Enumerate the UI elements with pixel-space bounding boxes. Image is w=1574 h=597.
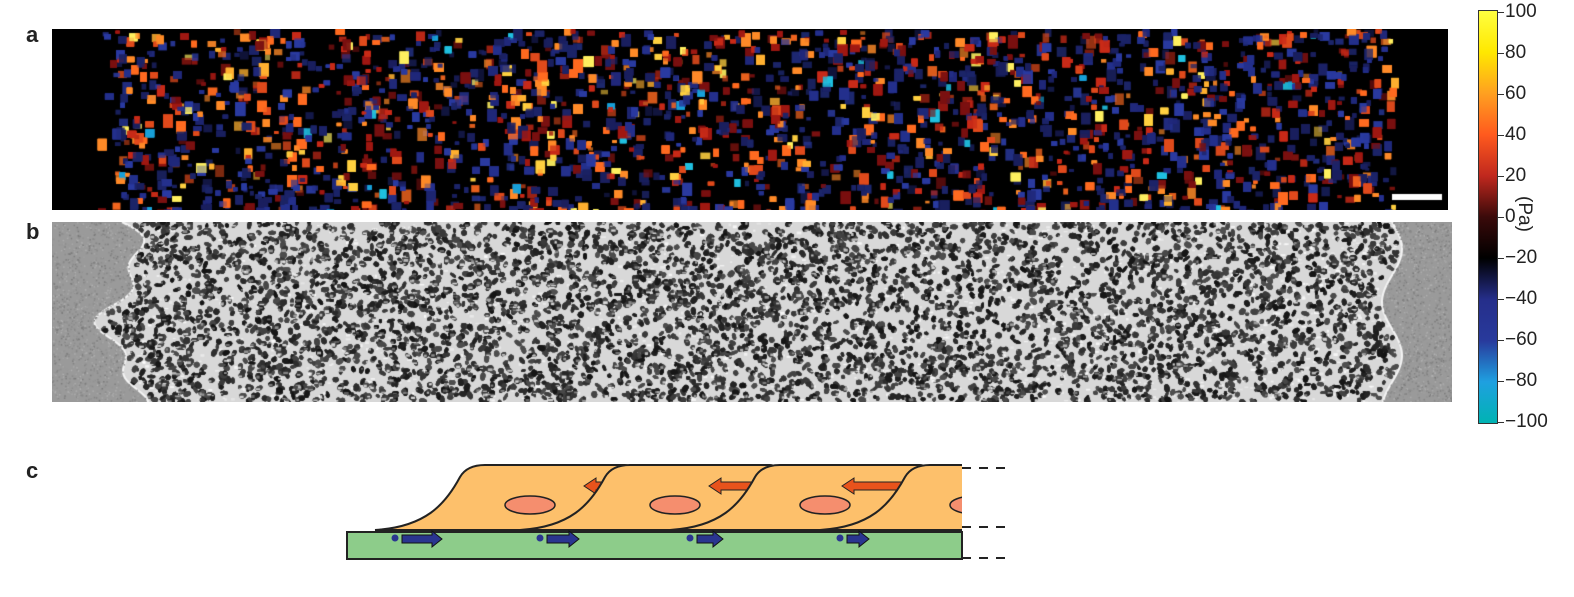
- adhesion-dot: [836, 534, 844, 542]
- substrate-force-arrow: [401, 529, 443, 549]
- adhesion-dot: [391, 534, 399, 542]
- substrate-force-arrow: [846, 529, 870, 549]
- cell-nucleus: [504, 495, 556, 515]
- colorbar-tick-label: 40: [1505, 124, 1527, 145]
- colorbar-tick: [1498, 53, 1504, 54]
- colorbar-tick: [1498, 299, 1504, 300]
- substrate-force-arrow: [696, 529, 724, 549]
- colorbar-unit: (Pa): [1514, 196, 1535, 232]
- colorbar-tick: [1498, 381, 1504, 382]
- cell-nucleus: [949, 496, 962, 514]
- colorbar-tick-label: 60: [1505, 83, 1527, 104]
- colorbar-tick: [1498, 94, 1504, 95]
- colorbar-tick-label: 100: [1505, 1, 1537, 22]
- adhesion-dot: [536, 534, 544, 542]
- colorbar-tick: [1498, 176, 1504, 177]
- colorbar-tick: [1498, 135, 1504, 136]
- colorbar-tick: [1498, 340, 1504, 341]
- colorbar-tick-label: 20: [1505, 165, 1527, 186]
- substrate-force-arrow: [546, 529, 580, 549]
- cell-body: [819, 464, 962, 531]
- colorbar-tick-label: 0: [1505, 206, 1516, 227]
- cell-nucleus: [799, 495, 851, 515]
- colorbar: [1478, 10, 1498, 424]
- cell-migration-schematic: [346, 464, 1008, 560]
- cell-nucleus: [649, 495, 701, 515]
- substrate: [346, 531, 963, 560]
- traction-stress-heatmap: [52, 29, 1448, 210]
- continuation-dashes: [962, 467, 1008, 559]
- colorbar-tick: [1498, 258, 1504, 259]
- phase-contrast-cell-image: [52, 222, 1452, 402]
- panel-label-b: b: [26, 219, 40, 244]
- colorbar-tick: [1498, 12, 1504, 13]
- adhesion-dot: [686, 534, 694, 542]
- panel-label-a: a: [26, 22, 39, 47]
- colorbar-tick-label: −100: [1505, 411, 1548, 432]
- colorbar-tick-label: −60: [1505, 329, 1538, 350]
- colorbar-tick: [1498, 422, 1504, 423]
- colorbar-tick-label: −20: [1505, 247, 1538, 268]
- colorbar-tick-label: −40: [1505, 288, 1538, 309]
- colorbar-tick-label: 80: [1505, 42, 1527, 63]
- cell-sheet: [374, 464, 962, 549]
- colorbar-tick-label: −80: [1505, 370, 1538, 391]
- panel-label-c: c: [26, 458, 39, 483]
- colorbar-tick: [1498, 217, 1504, 218]
